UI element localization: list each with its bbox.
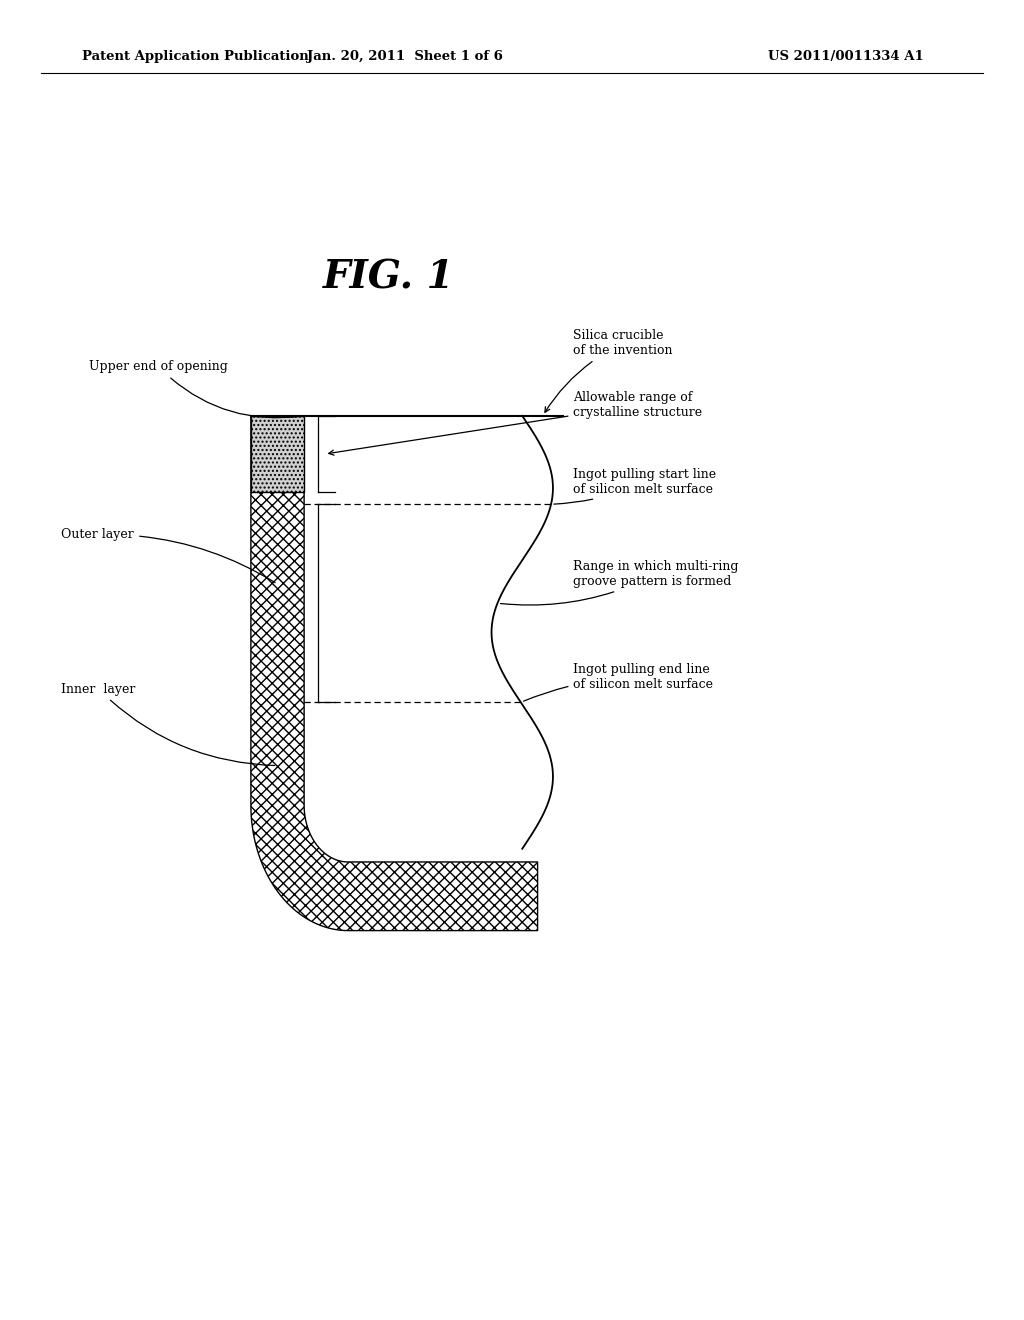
Text: Ingot pulling end line
of silicon melt surface: Ingot pulling end line of silicon melt s… — [523, 663, 714, 701]
Text: Inner  layer: Inner layer — [61, 682, 274, 766]
Text: Ingot pulling start line
of silicon melt surface: Ingot pulling start line of silicon melt… — [554, 467, 717, 504]
Bar — [251, 416, 304, 492]
Text: US 2011/0011334 A1: US 2011/0011334 A1 — [768, 50, 924, 63]
Text: FIG. 1: FIG. 1 — [324, 259, 455, 296]
Text: Outer layer: Outer layer — [61, 528, 275, 582]
Text: Range in which multi-ring
groove pattern is formed: Range in which multi-ring groove pattern… — [501, 560, 739, 605]
Text: Jan. 20, 2011  Sheet 1 of 6: Jan. 20, 2011 Sheet 1 of 6 — [306, 50, 503, 63]
Text: Allowable range of
crystalline structure: Allowable range of crystalline structure — [329, 391, 702, 455]
Polygon shape — [251, 416, 538, 931]
Text: Upper end of opening: Upper end of opening — [89, 360, 301, 417]
Text: Silica crucible
of the invention: Silica crucible of the invention — [545, 329, 673, 412]
Text: Patent Application Publication: Patent Application Publication — [82, 50, 308, 63]
